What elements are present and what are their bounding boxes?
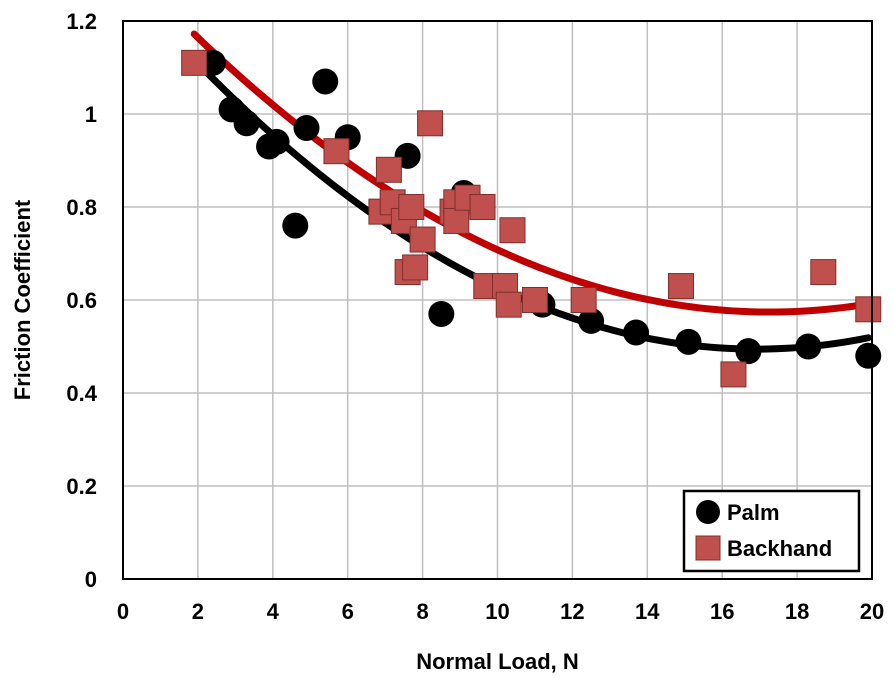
y-tick-label-0: 0 xyxy=(85,567,97,592)
backhand-point-20 xyxy=(521,287,548,313)
palm-point-5 xyxy=(282,212,309,239)
backhand-point-25 xyxy=(855,296,882,323)
backhand-point-9 xyxy=(409,226,436,253)
y-tick-label-2: 0.4 xyxy=(66,381,97,406)
trend-line-backhand xyxy=(190,30,872,316)
y-tick-label-3: 0.6 xyxy=(66,288,97,313)
backhand-point-0 xyxy=(181,49,208,76)
legend-backhand-label: Backhand xyxy=(727,536,832,561)
legend-backhand-marker xyxy=(695,535,721,561)
palm-point-16 xyxy=(735,338,762,365)
backhand-point-24 xyxy=(810,259,837,286)
backhand-point-21 xyxy=(570,287,597,313)
palm-point-6 xyxy=(293,114,320,141)
x-tick-label-8: 16 xyxy=(710,599,734,624)
legend-palm-marker xyxy=(696,500,720,524)
x-tick-label-3: 6 xyxy=(342,599,354,624)
y-tick-label-1: 0.2 xyxy=(66,474,97,499)
x-tick-label-9: 18 xyxy=(785,599,809,624)
palm-point-18 xyxy=(855,342,882,369)
x-tick-labels: 0 2 4 6 8 10 12 14 16 18 20 xyxy=(117,599,884,624)
backhand-point-8 xyxy=(402,254,429,281)
x-tick-label-5: 10 xyxy=(485,599,509,624)
palm-point-13 xyxy=(578,307,605,334)
x-tick-label-4: 8 xyxy=(416,599,428,624)
palm-point-10 xyxy=(428,300,455,327)
y-tick-labels: 0 0.2 0.4 0.6 0.8 1 1.2 xyxy=(66,9,97,592)
x-tick-label-10: 20 xyxy=(860,599,884,624)
palm-point-15 xyxy=(675,328,702,355)
x-tick-label-0: 0 xyxy=(117,599,129,624)
x-tick-label-6: 12 xyxy=(560,599,584,624)
backhand-point-7 xyxy=(398,194,425,220)
backhand-point-22 xyxy=(668,273,695,300)
data-points xyxy=(181,49,882,388)
backhand-point-1 xyxy=(323,138,350,165)
legend: Palm Backhand xyxy=(682,489,861,573)
legend-palm-label: Palm xyxy=(727,500,780,525)
x-tick-label-2: 4 xyxy=(267,599,280,624)
y-axis-title: Friction Coefficient xyxy=(10,199,35,400)
y-tick-label-5: 1 xyxy=(85,102,97,127)
backhand-point-10 xyxy=(417,110,444,137)
palm-point-4 xyxy=(263,128,290,155)
y-tick-label-6: 1.2 xyxy=(66,9,97,34)
backhand-point-23 xyxy=(720,361,747,388)
plot-area-border xyxy=(122,20,873,580)
palm-point-17 xyxy=(795,333,822,360)
x-axis-title: Normal Load, N xyxy=(416,649,579,674)
backhand-point-19 xyxy=(499,217,526,244)
palm-point-14 xyxy=(623,319,650,346)
x-tick-label-7: 14 xyxy=(635,599,660,624)
backhand-point-18 xyxy=(495,291,522,318)
y-tick-label-4: 0.8 xyxy=(66,195,97,220)
palm-point-7 xyxy=(312,68,339,95)
x-tick-label-1: 2 xyxy=(192,599,204,624)
palm-point-2 xyxy=(233,110,260,137)
backhand-point-3 xyxy=(375,156,402,183)
backhand-point-13 xyxy=(443,207,470,234)
backhand-point-15 xyxy=(469,194,496,220)
